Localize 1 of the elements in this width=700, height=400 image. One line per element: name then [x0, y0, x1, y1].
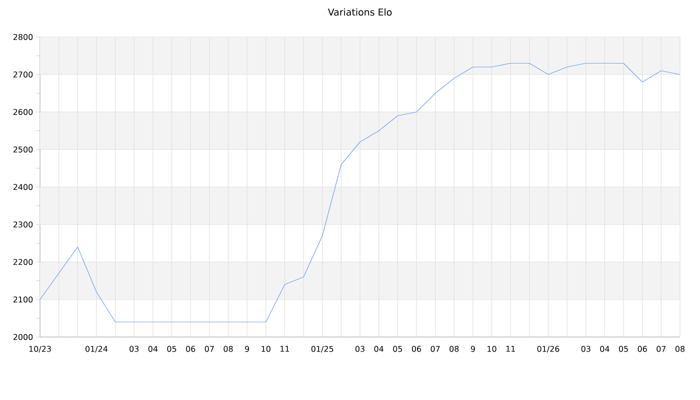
chart-title: Variations Elo [328, 8, 392, 16]
